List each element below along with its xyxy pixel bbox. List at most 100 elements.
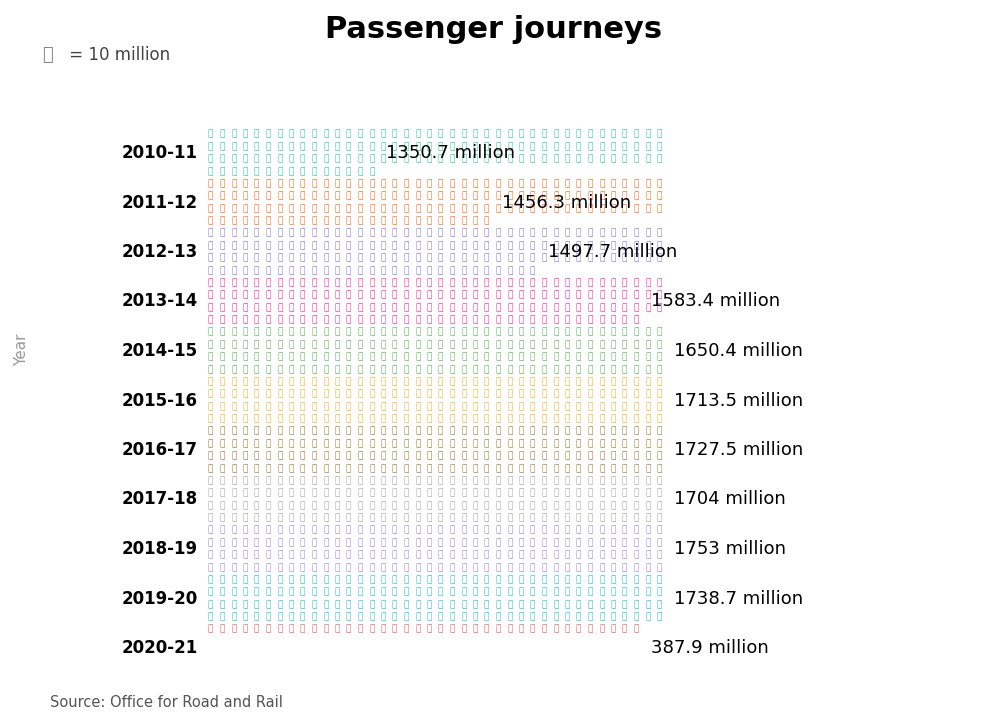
Text: 🚌: 🚌 (414, 427, 420, 436)
Text: 🚌: 🚌 (265, 266, 270, 275)
Text: 🚌: 🚌 (495, 377, 500, 386)
Text: 🚌: 🚌 (391, 328, 397, 337)
Text: 🚌: 🚌 (426, 427, 432, 436)
Text: 2020-21: 2020-21 (121, 639, 198, 657)
Text: 🚌: 🚌 (334, 476, 339, 485)
Text: 🚌: 🚌 (599, 464, 603, 473)
Text: 🚌: 🚌 (381, 266, 386, 275)
Text: 🚌: 🚌 (300, 402, 305, 411)
Text: 🚌: 🚌 (391, 427, 397, 436)
Text: 🚌: 🚌 (253, 192, 259, 201)
Text: 🚌: 🚌 (507, 328, 512, 337)
Text: 🚌: 🚌 (656, 551, 662, 559)
Text: 🚌: 🚌 (414, 439, 420, 449)
Text: 🚌: 🚌 (610, 613, 615, 622)
Text: 🚌: 🚌 (381, 192, 386, 201)
Text: 🚌: 🚌 (472, 353, 477, 361)
Text: 🚌: 🚌 (208, 291, 213, 300)
Text: 1456.3 million: 1456.3 million (501, 194, 630, 212)
Text: 🚌: 🚌 (541, 316, 546, 325)
Text: 🚌: 🚌 (621, 514, 627, 523)
Text: 🚌: 🚌 (414, 563, 420, 572)
Text: 🚌: 🚌 (346, 303, 351, 312)
Text: 🚌: 🚌 (265, 341, 270, 349)
Text: 🚌: 🚌 (265, 600, 270, 609)
Text: 🚌: 🚌 (208, 365, 213, 374)
Text: 🚌: 🚌 (633, 341, 638, 349)
Text: 🚌: 🚌 (552, 489, 558, 498)
Text: 🚌: 🚌 (208, 415, 213, 424)
Text: 🚌: 🚌 (322, 514, 328, 523)
Text: 🚌: 🚌 (312, 179, 317, 188)
Text: 🚌: 🚌 (576, 489, 581, 498)
Text: 🚌: 🚌 (507, 204, 512, 213)
Text: 🚌: 🚌 (243, 625, 247, 634)
Text: 🚌: 🚌 (277, 291, 282, 300)
Text: 🚌: 🚌 (231, 291, 236, 300)
Text: 🚌: 🚌 (381, 625, 386, 634)
Text: 🚌: 🚌 (403, 217, 408, 226)
Text: 🚌: 🚌 (312, 464, 317, 473)
Text: 🚌: 🚌 (552, 427, 558, 436)
Text: 🚌: 🚌 (472, 328, 477, 337)
Text: 🚌: 🚌 (656, 241, 662, 251)
Text: 🚌: 🚌 (253, 514, 259, 523)
Text: 🚌: 🚌 (243, 353, 247, 361)
Text: 🚌: 🚌 (369, 377, 374, 386)
Text: 🚌: 🚌 (621, 303, 627, 312)
Text: 🚌: 🚌 (610, 365, 615, 374)
Text: 🚌: 🚌 (369, 613, 374, 622)
Text: 🚌: 🚌 (243, 204, 247, 213)
Text: 🚌: 🚌 (334, 551, 339, 559)
Text: 🚌: 🚌 (460, 539, 466, 547)
Text: 387.9 million: 387.9 million (651, 639, 768, 657)
Text: 🚌: 🚌 (300, 303, 305, 312)
Text: 🚌: 🚌 (231, 316, 236, 325)
Text: 🚌: 🚌 (529, 526, 534, 535)
Text: 🚌: 🚌 (312, 328, 317, 337)
Text: 🚌: 🚌 (633, 390, 638, 399)
Text: 🚌: 🚌 (243, 303, 247, 312)
Text: 🚌: 🚌 (564, 241, 569, 251)
Text: 🚌: 🚌 (208, 464, 213, 473)
Text: 🚌: 🚌 (472, 501, 477, 510)
Text: 🚌: 🚌 (621, 415, 627, 424)
Text: 🚌: 🚌 (231, 575, 236, 584)
Text: 🚌: 🚌 (552, 328, 558, 337)
Text: 🚌: 🚌 (288, 476, 294, 485)
Text: 🚌: 🚌 (449, 551, 455, 559)
Text: 🚌: 🚌 (219, 130, 225, 139)
Text: 🚌: 🚌 (472, 241, 477, 251)
Text: 🚌: 🚌 (599, 377, 603, 386)
Text: 🚌: 🚌 (529, 402, 534, 411)
Text: 🚌: 🚌 (414, 415, 420, 424)
Text: 🚌: 🚌 (381, 253, 386, 263)
Text: 🚌: 🚌 (391, 229, 397, 238)
Text: 🚌: 🚌 (507, 341, 512, 349)
Text: 🚌: 🚌 (243, 476, 247, 485)
Text: 🚌: 🚌 (472, 575, 477, 584)
Text: 🚌: 🚌 (610, 514, 615, 523)
Text: 🚌: 🚌 (449, 266, 455, 275)
Text: 🚌: 🚌 (300, 266, 305, 275)
Text: 🚌: 🚌 (460, 489, 466, 498)
Text: 🚌: 🚌 (599, 365, 603, 374)
Text: 🚌: 🚌 (312, 526, 317, 535)
Text: 🚌: 🚌 (438, 217, 443, 226)
Text: 🚌: 🚌 (322, 229, 328, 238)
Text: 🚌: 🚌 (231, 278, 236, 287)
Text: 🚌: 🚌 (381, 539, 386, 547)
Text: 🚌: 🚌 (334, 439, 339, 449)
Text: 🚌: 🚌 (518, 563, 524, 572)
Text: 🚌: 🚌 (576, 501, 581, 510)
Text: 🚌: 🚌 (277, 229, 282, 238)
Text: 🚌: 🚌 (564, 588, 569, 597)
Text: 🚌: 🚌 (610, 278, 615, 287)
Text: 🚌: 🚌 (243, 600, 247, 609)
Text: 🚌: 🚌 (369, 241, 374, 251)
Text: 🚌: 🚌 (587, 316, 593, 325)
Text: 🚌: 🚌 (300, 328, 305, 337)
Text: 🚌: 🚌 (426, 217, 432, 226)
Text: 🚌: 🚌 (253, 526, 259, 535)
Text: 2012-13: 2012-13 (121, 243, 198, 261)
